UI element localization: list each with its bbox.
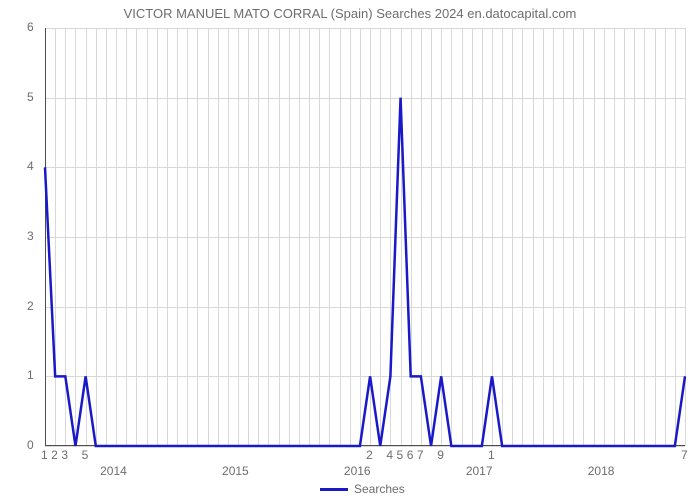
- x-minor-label: 2: [366, 448, 373, 462]
- x-year-label: 2015: [222, 464, 249, 478]
- y-tick-label: 0: [27, 438, 34, 452]
- legend: Searches: [320, 482, 405, 496]
- x-minor-label: 1: [488, 448, 495, 462]
- x-minor-label: 5: [82, 448, 89, 462]
- x-minor-label: 3: [61, 448, 68, 462]
- legend-swatch: [320, 488, 348, 491]
- legend-label: Searches: [354, 482, 405, 496]
- y-tick-label: 3: [27, 229, 34, 243]
- x-minor-label: 4: [386, 448, 393, 462]
- x-minor-label: 9: [437, 448, 444, 462]
- x-minor-label: 5: [397, 448, 404, 462]
- x-minor-label: 6: [407, 448, 414, 462]
- x-minor-label: 7: [681, 448, 688, 462]
- x-minor-label: 1: [41, 448, 48, 462]
- plot-area: [45, 28, 685, 446]
- y-tick-label: 2: [27, 299, 34, 313]
- y-tick-label: 4: [27, 159, 34, 173]
- chart-title: VICTOR MANUEL MATO CORRAL (Spain) Search…: [0, 6, 700, 21]
- x-year-label: 2014: [100, 464, 127, 478]
- x-year-label: 2016: [344, 464, 371, 478]
- x-year-label: 2018: [588, 464, 615, 478]
- y-tick-label: 1: [27, 368, 34, 382]
- x-minor-label: 7: [417, 448, 424, 462]
- line-series: [45, 28, 685, 446]
- x-year-label: 2017: [466, 464, 493, 478]
- y-tick-label: 6: [27, 20, 34, 34]
- x-minor-label: 2: [51, 448, 58, 462]
- y-tick-label: 5: [27, 90, 34, 104]
